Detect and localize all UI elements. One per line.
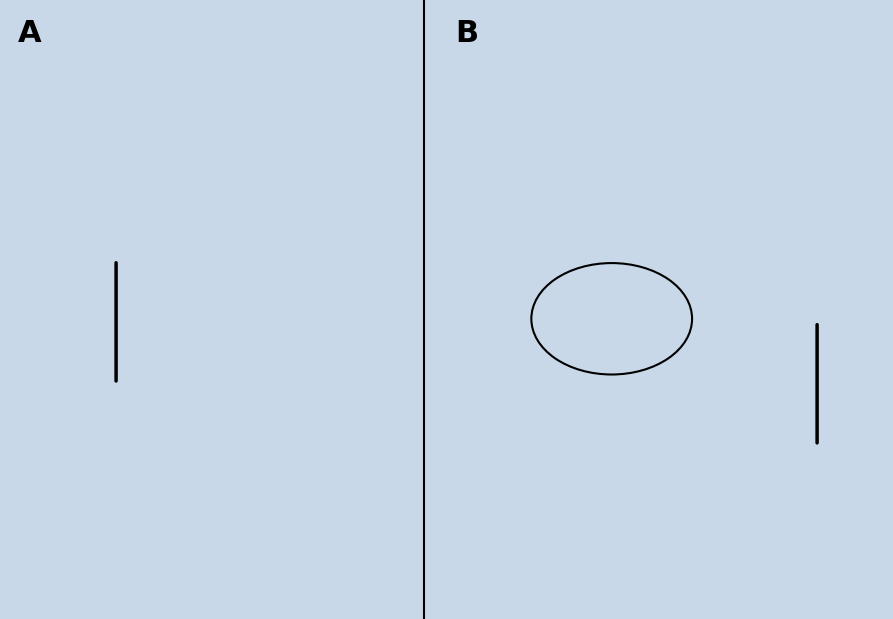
- Text: B: B: [455, 19, 479, 48]
- Text: A: A: [18, 19, 41, 48]
